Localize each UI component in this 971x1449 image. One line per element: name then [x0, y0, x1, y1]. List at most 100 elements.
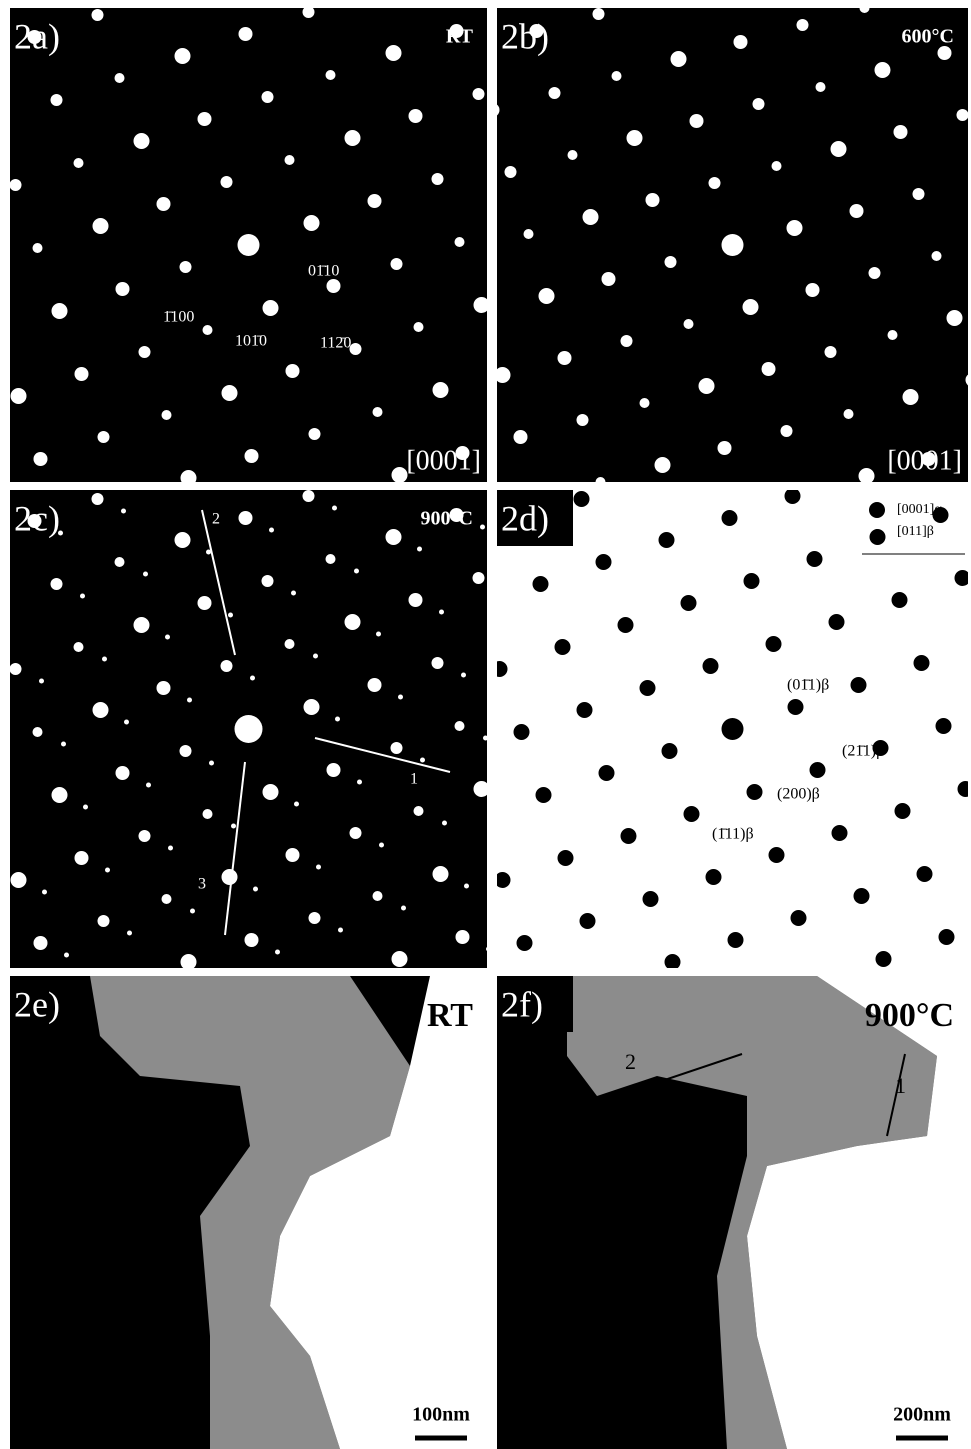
- diffraction-spot: [722, 510, 738, 526]
- satellite-spot: [332, 506, 337, 511]
- diffraction-spot: [832, 825, 848, 841]
- diffraction-spot: [681, 595, 697, 611]
- panel-label: 2b): [501, 16, 549, 56]
- diffraction-spot: [386, 45, 402, 61]
- satellite-spot: [357, 780, 362, 785]
- diffraction-spot: [433, 382, 449, 398]
- diffraction-spot: [851, 677, 867, 693]
- panel-label: 2d): [501, 498, 549, 538]
- diffraction-spot: [203, 809, 213, 819]
- diffraction-spot: [854, 888, 870, 904]
- diffraction-spot: [816, 82, 826, 92]
- panel-label: 2f): [501, 984, 543, 1024]
- diffraction-spot: [263, 300, 279, 316]
- diffraction-spot: [432, 173, 444, 185]
- satellite-spot: [417, 547, 422, 552]
- annotation: 1̄100: [163, 309, 194, 326]
- diffraction-spot: [659, 532, 675, 548]
- satellite-spot: [294, 802, 299, 807]
- diffraction-spot: [539, 288, 555, 304]
- diffraction-spot: [747, 784, 763, 800]
- diffraction-spot: [350, 827, 362, 839]
- diffraction-spot: [134, 133, 150, 149]
- annotation: 1: [410, 771, 418, 788]
- satellite-spot: [143, 572, 148, 577]
- diffraction-spot: [791, 910, 807, 926]
- diffraction-spot: [728, 932, 744, 948]
- diffraction-spot: [75, 851, 89, 865]
- diffraction-spot: [524, 229, 534, 239]
- satellite-spot: [165, 635, 170, 640]
- annotation: (01̄1)β: [787, 677, 829, 694]
- figure: 2a)RT[0001]01̄101̄100101̄0112̄02b)600°C[…: [0, 0, 971, 1449]
- diffraction-spot: [938, 46, 952, 60]
- diffraction-spot: [392, 467, 408, 483]
- diffraction-spot: [98, 915, 110, 927]
- diffraction-spot: [414, 806, 424, 816]
- satellite-spot: [316, 865, 321, 870]
- satellite-spot: [187, 698, 192, 703]
- diffraction-spot: [703, 658, 719, 674]
- diffraction-spot: [180, 745, 192, 757]
- panel: 2c)900°C213: [10, 490, 511, 977]
- diffraction-spot: [473, 572, 485, 584]
- panel: 2d)(01̄1)β(21̄1)β(200)β(1̄11)β[0001]α[01…: [492, 488, 971, 970]
- annotation: (1̄11)β: [712, 826, 754, 843]
- diffraction-spot: [690, 114, 704, 128]
- diffraction-spot: [932, 251, 942, 261]
- diffraction-spot: [621, 828, 637, 844]
- satellite-spot: [64, 953, 69, 958]
- annotation: 2: [212, 511, 220, 528]
- diffraction-spot: [709, 177, 721, 189]
- diffraction-spot: [391, 742, 403, 754]
- diffraction-spot: [593, 8, 605, 20]
- diffraction-spot: [11, 872, 27, 888]
- diffraction-spot: [116, 282, 130, 296]
- diffraction-spot: [474, 781, 490, 797]
- satellite-spot: [168, 846, 173, 851]
- diffraction-spot: [93, 702, 109, 718]
- diffraction-spot: [456, 930, 470, 944]
- satellite-spot: [275, 950, 280, 955]
- diffraction-spot: [304, 699, 320, 715]
- diffraction-spot: [52, 787, 68, 803]
- diffraction-spot: [596, 477, 606, 487]
- diffraction-spot: [514, 724, 530, 740]
- satellite-spot: [253, 887, 258, 892]
- satellite-spot: [39, 679, 44, 684]
- diffraction-spot: [903, 389, 919, 405]
- satellite-spot: [398, 695, 403, 700]
- diffraction-spot: [671, 51, 687, 67]
- diffraction-spot: [33, 727, 43, 737]
- diffraction-spot: [473, 88, 485, 100]
- diffraction-spot: [583, 209, 599, 225]
- diffraction-spot: [895, 803, 911, 819]
- diffraction-spot: [309, 912, 321, 924]
- satellite-spot: [486, 947, 491, 952]
- diffraction-spot: [162, 894, 172, 904]
- condition: RT: [427, 997, 473, 1034]
- diffraction-spot: [555, 639, 571, 655]
- diffraction-spot: [175, 48, 191, 64]
- panel: 2b)600°C[0001]: [486, 3, 971, 487]
- diffraction-spot: [621, 335, 633, 347]
- diffraction-spot: [825, 346, 837, 358]
- diffraction-spot: [373, 891, 383, 901]
- diffraction-spot: [806, 283, 820, 297]
- satellite-spot: [146, 783, 151, 788]
- diffraction-spot: [939, 929, 955, 945]
- diffraction-spot: [10, 179, 22, 191]
- diffraction-spot: [536, 787, 552, 803]
- satellite-spot: [480, 525, 485, 530]
- diffraction-spot: [262, 575, 274, 587]
- diffraction-spot: [772, 161, 782, 171]
- diffraction-spot: [706, 869, 722, 885]
- satellite-spot: [401, 906, 406, 911]
- diffraction-spot: [115, 73, 125, 83]
- diffraction-spot: [286, 364, 300, 378]
- diffraction-spot: [495, 872, 511, 888]
- diffraction-spot: [245, 449, 259, 463]
- diffraction-spot: [11, 388, 27, 404]
